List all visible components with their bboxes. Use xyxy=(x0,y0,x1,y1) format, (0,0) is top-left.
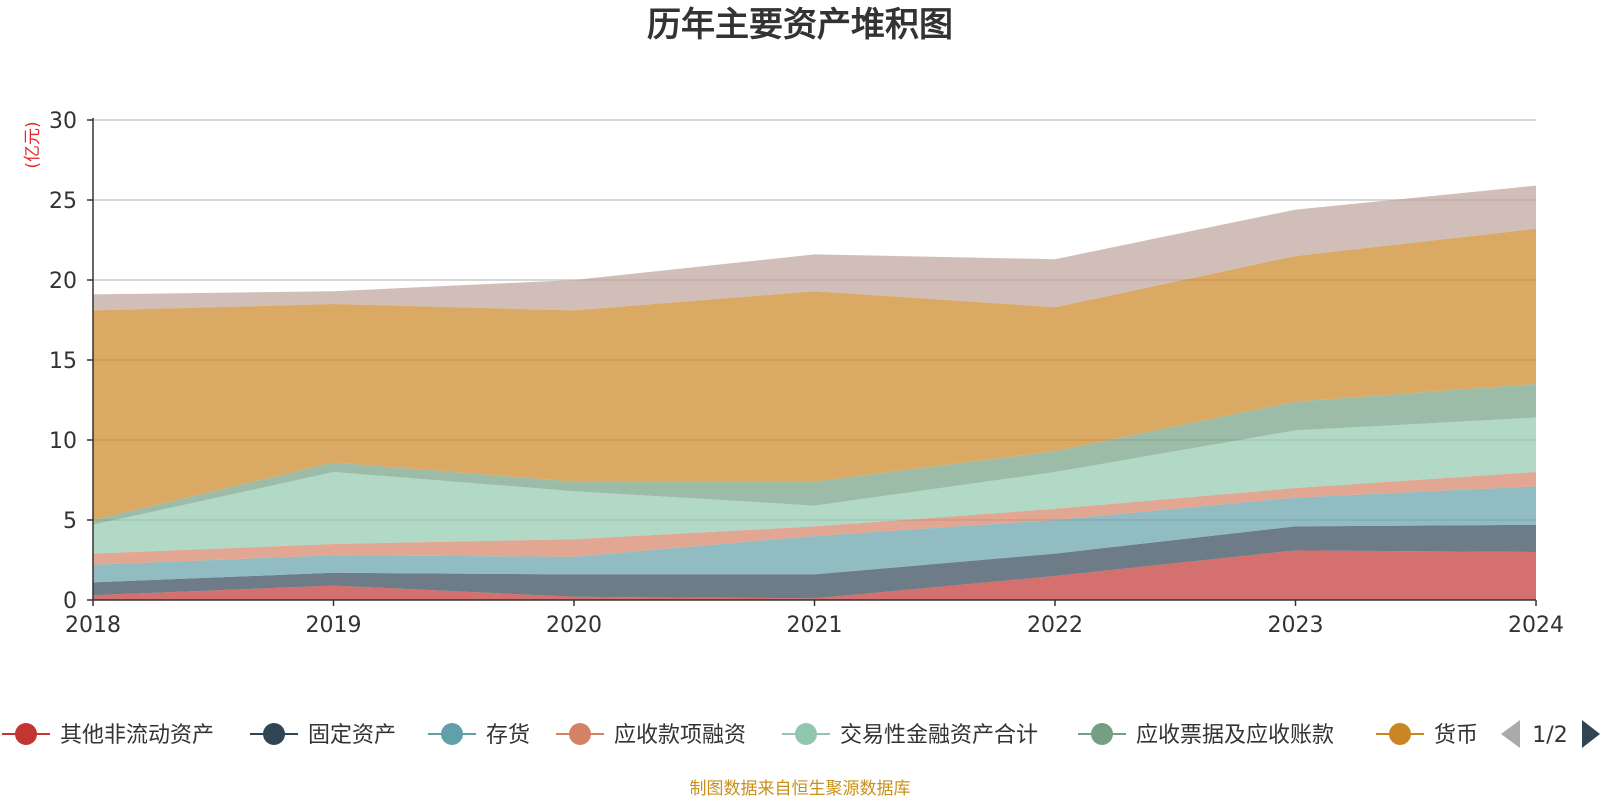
legend-label: 其他非流动资产 xyxy=(60,723,214,748)
x-tick-label: 2024 xyxy=(1508,613,1564,638)
legend-pager: 1/2 xyxy=(1501,720,1600,748)
legend-item[interactable]: 其他非流动资产 xyxy=(2,723,214,748)
y-tick-label: 25 xyxy=(49,189,77,214)
legend-marker-icon xyxy=(795,723,817,745)
y-tick-label: 10 xyxy=(49,429,77,454)
legend-page-indicator: 1/2 xyxy=(1532,723,1567,748)
legend-item[interactable]: 应收款项融资 xyxy=(556,723,746,748)
legend-label: 应收款项融资 xyxy=(614,723,746,748)
legend-label: 货币 xyxy=(1434,723,1478,748)
legend-prev-page-icon[interactable] xyxy=(1501,720,1520,748)
legend-marker-icon xyxy=(1091,723,1113,745)
area-series-group xyxy=(93,185,1536,600)
y-tick-label: 15 xyxy=(49,349,77,374)
legend-item[interactable]: 交易性金融资产合计 xyxy=(782,723,1038,748)
data-source-note: 制图数据来自恒生聚源数据库 xyxy=(690,779,911,799)
x-tick-label: 2022 xyxy=(1027,613,1083,638)
y-tick-label: 30 xyxy=(49,109,77,134)
area-series-4 xyxy=(93,417,1536,554)
legend-marker-icon xyxy=(441,723,463,745)
area-series-3 xyxy=(93,472,1536,565)
area-series-6 xyxy=(93,228,1536,521)
legend-label: 存货 xyxy=(486,723,530,748)
legend-item[interactable]: 货币 xyxy=(1376,723,1478,748)
legend-label: 固定资产 xyxy=(308,723,396,748)
legend-marker-icon xyxy=(263,723,285,745)
area-series-7 xyxy=(93,185,1536,311)
x-tick-label: 2023 xyxy=(1268,613,1324,638)
y-tick-label: 0 xyxy=(63,589,77,614)
legend-label: 应收票据及应收账款 xyxy=(1136,723,1334,748)
legend-marker-icon xyxy=(1389,723,1411,745)
area-series-2 xyxy=(93,486,1536,583)
chart-title: 历年主要资产堆积图 xyxy=(647,5,953,45)
legend-item[interactable]: 存货 xyxy=(428,723,530,748)
area-series-0 xyxy=(93,550,1536,600)
y-axis-unit-label: (亿元) xyxy=(23,121,43,168)
area-series-5 xyxy=(93,384,1536,525)
x-tick-label: 2021 xyxy=(787,613,843,638)
x-tick-label: 2019 xyxy=(306,613,362,638)
legend-label: 交易性金融资产合计 xyxy=(840,723,1038,748)
legend-marker-icon xyxy=(15,723,37,745)
legend-item[interactable]: 应收票据及应收账款 xyxy=(1078,723,1334,748)
legend-next-page-icon[interactable] xyxy=(1582,720,1600,748)
axes: 0 5 10 15 20 25 30 2018 2019 2020 2021 2022 2023 2024 xyxy=(49,109,1564,638)
y-tick-label: 5 xyxy=(63,509,77,534)
x-tick-label: 2018 xyxy=(65,613,121,638)
y-tick-label: 20 xyxy=(49,269,77,294)
legend: 其他非流动资产 固定资产 存货 应收款项融资 交易性金融资产合计 应收票据及应收账款 货币 xyxy=(2,723,1478,748)
area-series-1 xyxy=(93,524,1536,599)
x-tick-label: 2020 xyxy=(546,613,602,638)
legend-item[interactable]: 固定资产 xyxy=(250,723,396,748)
legend-marker-icon xyxy=(569,723,591,745)
